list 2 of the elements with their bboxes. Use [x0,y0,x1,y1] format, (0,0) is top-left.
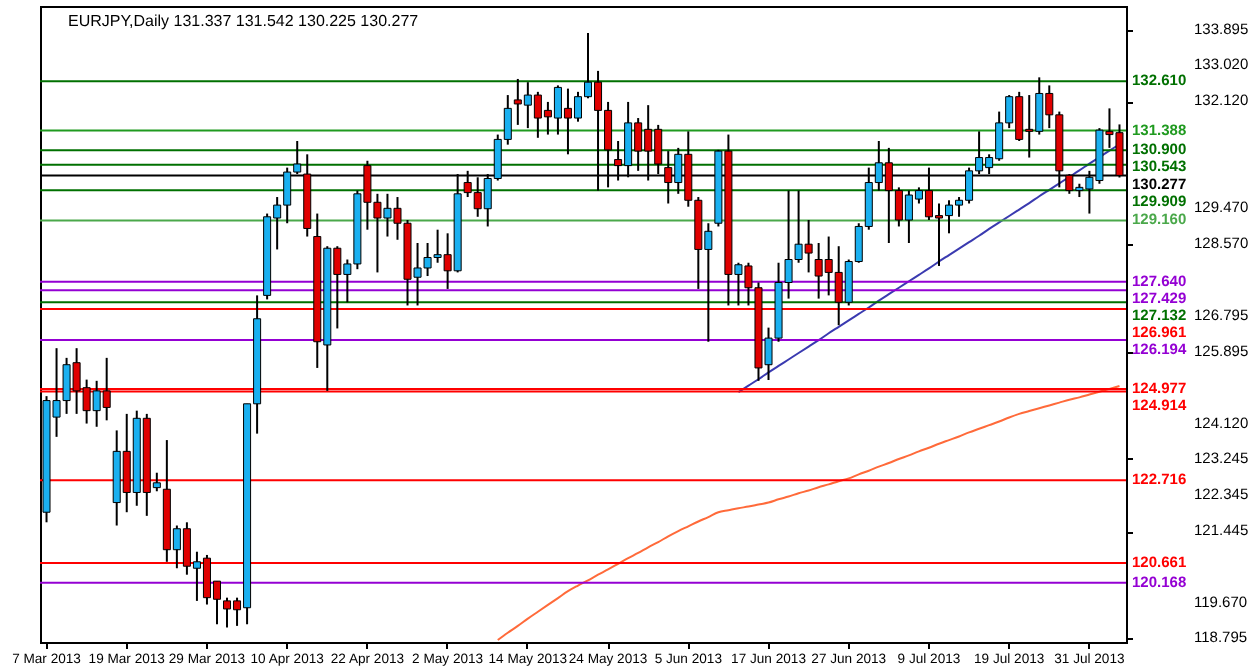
line-series [496,385,1121,641]
chart-title: EURJPY,Daily 131.337 131.542 130.225 130.277 [68,12,420,30]
